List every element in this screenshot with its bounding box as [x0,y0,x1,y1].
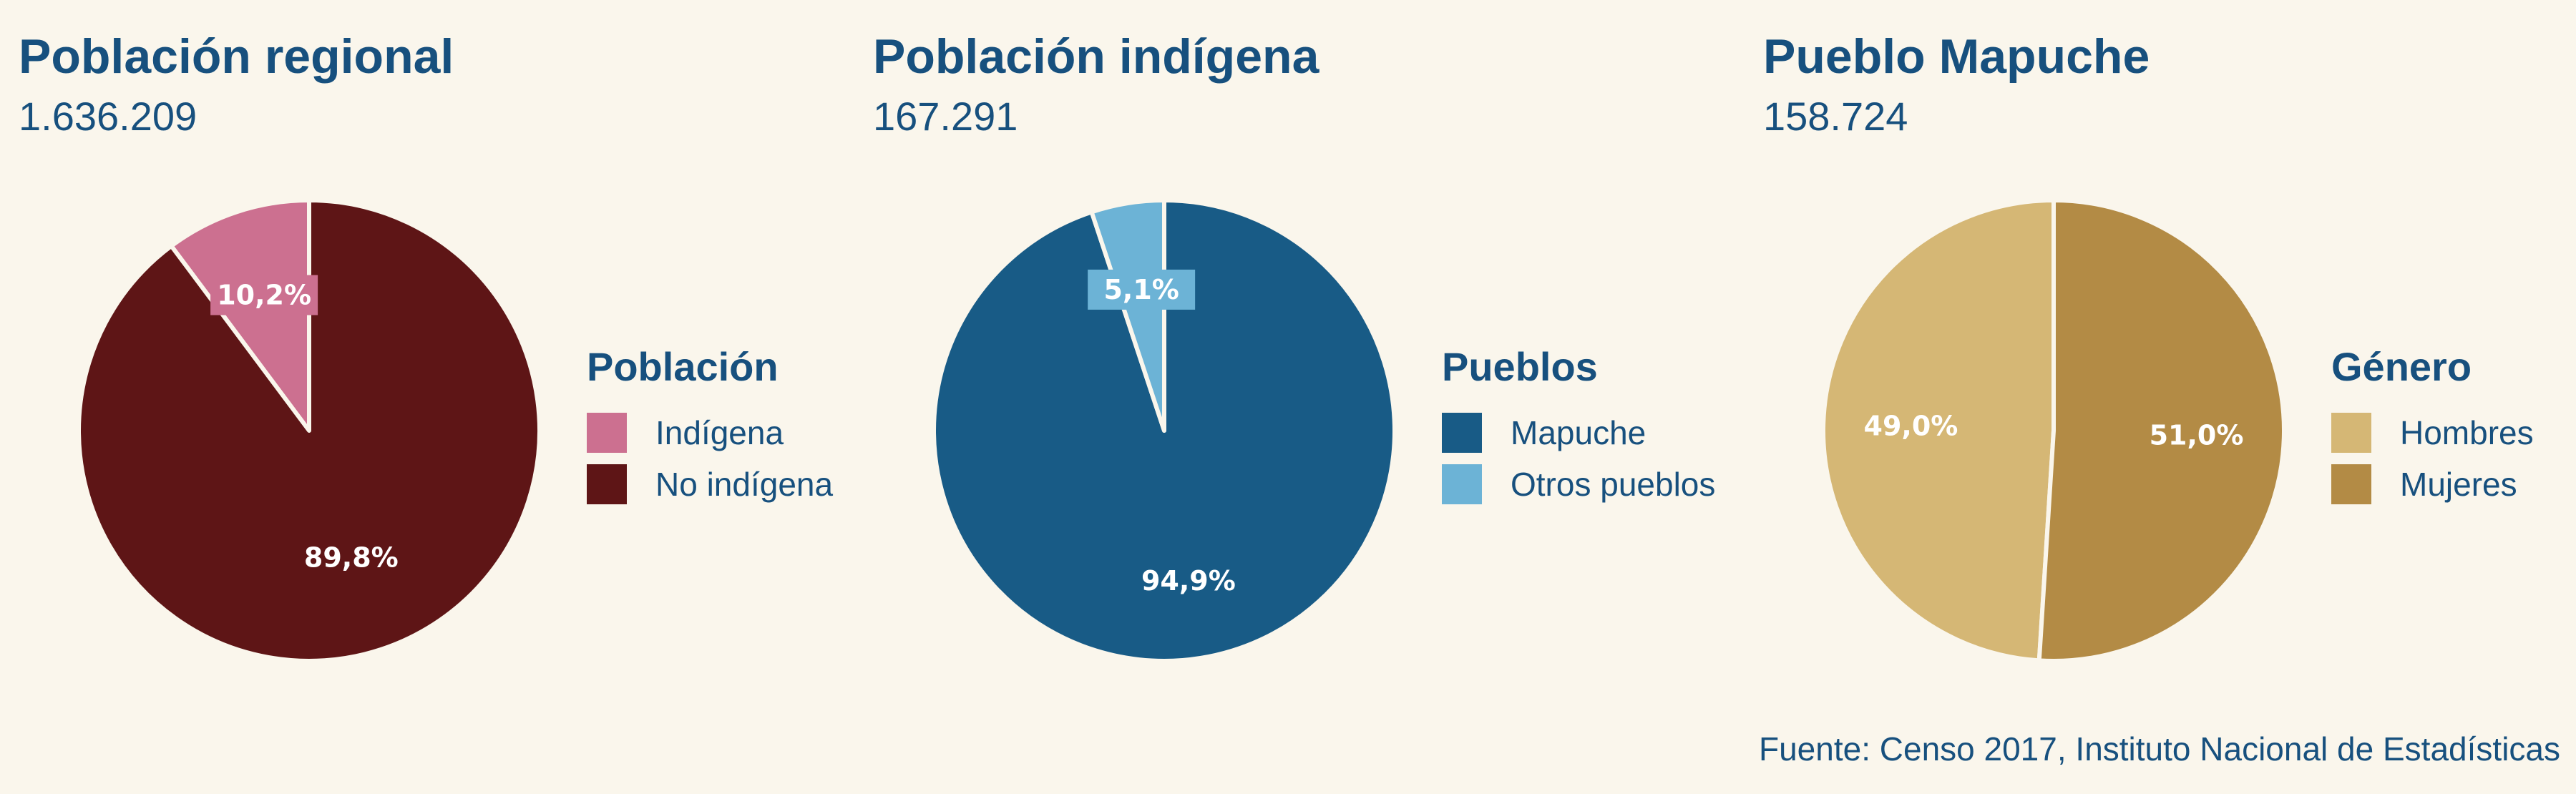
legend-item: No indígena [587,459,833,510]
legend-label: Otros pueblos [1511,466,1716,503]
pie-slice [1089,198,1166,433]
chart-title: Pueblo Mapuche [1763,29,2150,84]
slice-label: 51,0% [2150,419,2244,451]
chart-panel-1: Población regional 1.636.209 10,2% 89,8% … [19,0,863,722]
chart-total: 167.291 [873,94,1018,139]
legend-title: Pueblos [1442,344,1598,389]
legend-swatch [2331,464,2371,504]
pie-chart: 49,0% 51,0% [1821,198,2286,663]
legend-label: Mujeres [2400,466,2517,503]
legend-swatch [1442,413,1482,453]
legend-item: Mujeres [2331,459,2534,510]
slice-label: 49,0% [1864,411,1958,442]
legend: Población Indígena No indígena [587,343,833,510]
legend-item: Otros pueblos [1442,459,1715,510]
source-note: Fuente: Censo 2017, Instituto Nacional d… [1759,730,2560,768]
pie-slice [2036,198,2286,663]
pie-slice [77,198,542,663]
legend-label: Indígena [655,414,784,451]
legend-title: Género [2331,344,2472,389]
legend: Pueblos Mapuche Otros pueblos [1442,343,1715,510]
legend-title: Población [587,344,779,389]
slice-label-background [210,275,318,315]
legend-label: No indígena [655,466,834,503]
pie-chart: 94,9% 5,1% [932,198,1397,663]
slice-label: 89,8% [304,541,399,573]
slice-label: 5,1% [1103,274,1179,305]
slice-label: 94,9% [1141,565,1236,597]
legend-item: Mapuche [1442,407,1715,459]
legend-label: Mapuche [1511,414,1646,451]
chart-panel-2: Población indígena 167.291 94,9% 5,1% Pue… [873,0,1753,722]
chart-total: 1.636.209 [19,94,197,139]
pie-slice [1821,198,2056,663]
slice-label: 10,2% [217,280,311,311]
pie-slice [169,198,311,433]
legend-swatch [2331,413,2371,453]
chart-title: Población indígena [873,29,1319,84]
legend-swatch [587,413,627,453]
legend-label: Hombres [2400,414,2534,451]
legend-swatch [1442,464,1482,504]
chart-total: 158.724 [1763,94,1908,139]
slice-label-background [1088,269,1196,310]
legend: Género Hombres Mujeres [2331,343,2534,510]
chart-panel-3: Pueblo Mapuche 158.724 49,0% 51,0% Género… [1763,0,2576,722]
chart-title: Población regional [19,29,454,84]
legend-swatch [587,464,627,504]
legend-item: Hombres [2331,407,2534,459]
pie-chart: 10,2% 89,8% [77,198,542,663]
legend-item: Indígena [587,407,833,459]
